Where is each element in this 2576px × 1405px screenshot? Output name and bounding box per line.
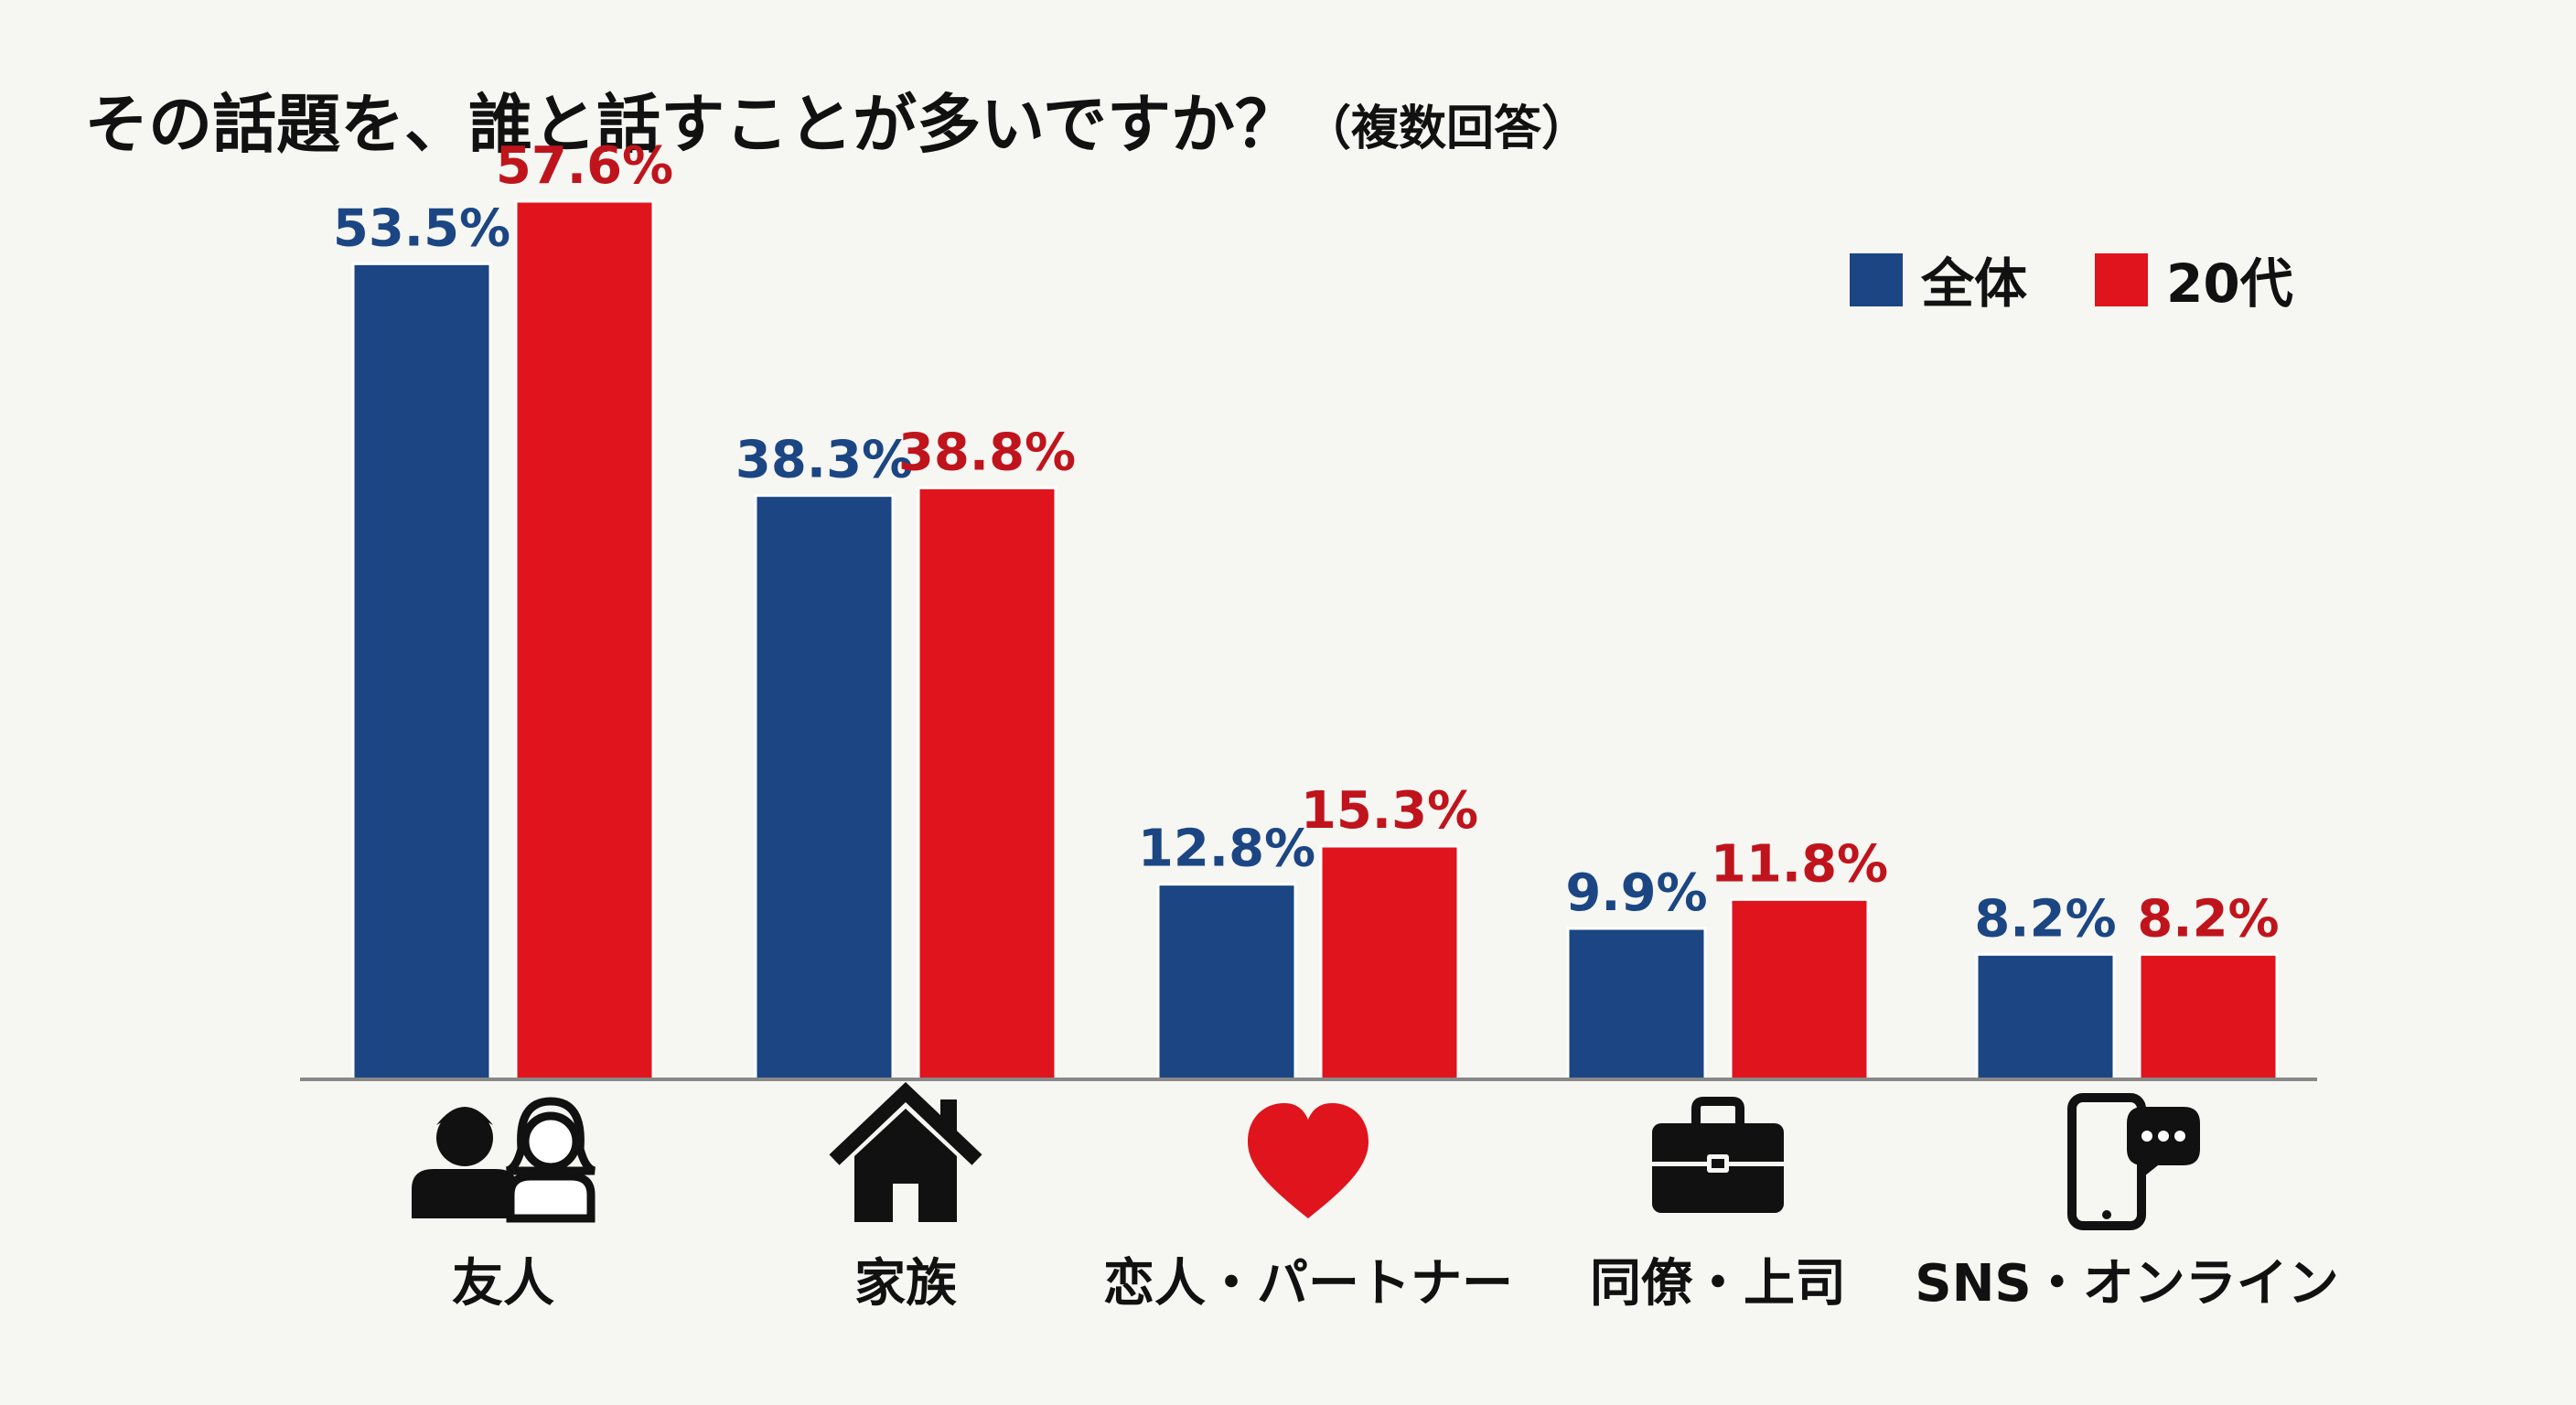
bar-all-0 (351, 262, 492, 1081)
legend-swatch-all (1850, 253, 1903, 306)
category-labels: 友人 家族 恋人・パートナー 同僚・上司 SNS・オンライン (452, 1254, 2339, 1314)
chart-subtitle: （複数回答） (1304, 102, 1589, 156)
heart-icon (1248, 1103, 1368, 1218)
category-label-coworker: 同僚・上司 (1590, 1254, 1846, 1314)
bar-20s-4 (2138, 952, 2279, 1081)
value-label-all-1: 38.3% (735, 431, 913, 490)
value-label-all-4: 8.2% (1974, 889, 2116, 949)
bar-20s-3 (1729, 897, 1870, 1081)
bar-all-4 (1975, 952, 2116, 1081)
category-label-family: 家族 (854, 1254, 957, 1314)
value-label-all-2: 12.8% (1138, 820, 1315, 879)
legend-label-all: 全体 (1920, 252, 2027, 315)
value-labels-layer: 53.5% 38.3% 12.8% 9.9% 8.2% 57.6% 38.8% 15.3% 11… (333, 136, 2280, 949)
value-label-20s-2: 15.3% (1301, 781, 1478, 841)
bar-20s-2 (1319, 844, 1460, 1081)
value-label-20s-0: 57.6% (496, 136, 673, 196)
bar-all-1 (754, 494, 895, 1081)
house-icon (829, 1081, 982, 1222)
category-label-sns: SNS・オンライン (1915, 1254, 2339, 1314)
value-label-all-0: 53.5% (333, 198, 510, 258)
legend-label-20s: 20代 (2166, 252, 2293, 315)
category-label-partner: 恋人・パートナー (1103, 1254, 1513, 1314)
legend-swatch-20s (2095, 253, 2148, 306)
value-label-20s-4: 8.2% (2137, 889, 2279, 949)
value-label-20s-1: 38.8% (898, 423, 1076, 482)
legend: 全体 20代 (1850, 252, 2293, 315)
bar-20s-0 (514, 199, 655, 1081)
value-label-all-3: 9.9% (1565, 863, 1707, 923)
bar-all-2 (1156, 883, 1297, 1081)
briefcase-icon (1652, 1097, 1784, 1213)
value-label-20s-3: 11.8% (1711, 834, 1888, 894)
category-label-friends: 友人 (452, 1254, 554, 1314)
bar-20s-1 (917, 486, 1057, 1081)
smartphone-chat-icon (2067, 1093, 2200, 1230)
chart-title: その話題を、誰と話すことが多いですか？ (84, 87, 1299, 162)
bars-layer (351, 199, 2279, 1081)
bar-all-3 (1566, 927, 1707, 1081)
people-icon (412, 1097, 596, 1223)
